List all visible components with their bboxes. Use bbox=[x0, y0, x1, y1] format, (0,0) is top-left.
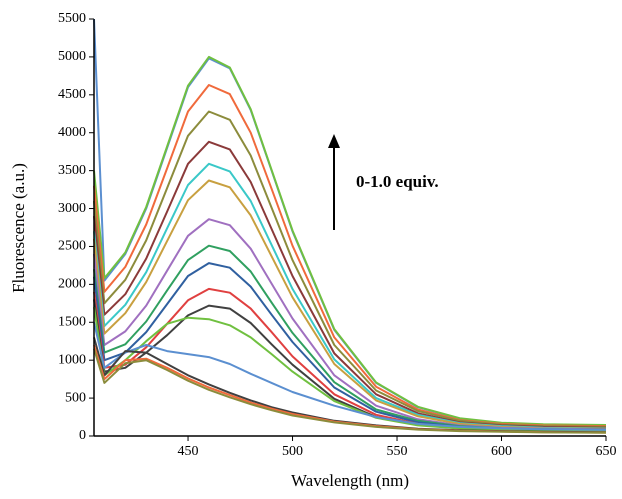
y-tick-label: 0 bbox=[79, 428, 86, 443]
series-line bbox=[93, 344, 607, 434]
series-line bbox=[93, 179, 607, 430]
series-line bbox=[93, 55, 607, 426]
x-tick-label: 650 bbox=[596, 444, 617, 459]
series-line bbox=[93, 110, 607, 428]
y-axis-label: Fluorescence (a.u.) bbox=[9, 163, 28, 293]
series-line bbox=[93, 306, 607, 433]
series-line bbox=[93, 348, 607, 434]
y-tick-label: 3000 bbox=[58, 201, 86, 216]
x-tick-label: 450 bbox=[178, 444, 199, 459]
y-tick-label: 1500 bbox=[58, 314, 86, 329]
y-tick-label: 500 bbox=[65, 390, 86, 405]
y-tick-label: 2500 bbox=[58, 239, 86, 254]
annotation: 0-1.0 equiv. bbox=[356, 172, 439, 191]
y-tick-label: 2000 bbox=[58, 277, 86, 292]
x-tick-label: 600 bbox=[491, 444, 512, 459]
y-tick-label: 3500 bbox=[58, 163, 86, 178]
x-tick-label: 500 bbox=[282, 444, 303, 459]
y-tick-label: 4000 bbox=[58, 125, 86, 140]
x-tick-label: 550 bbox=[387, 444, 408, 459]
x-axis-label: Wavelength (nm) bbox=[291, 471, 409, 490]
series-line bbox=[93, 322, 607, 431]
y-tick-label: 1000 bbox=[58, 352, 86, 367]
y-tick-label: 5000 bbox=[58, 49, 86, 64]
arrow-head bbox=[328, 134, 340, 148]
y-tick-label: 4500 bbox=[58, 87, 86, 102]
y-tick-label: 5500 bbox=[58, 11, 86, 26]
